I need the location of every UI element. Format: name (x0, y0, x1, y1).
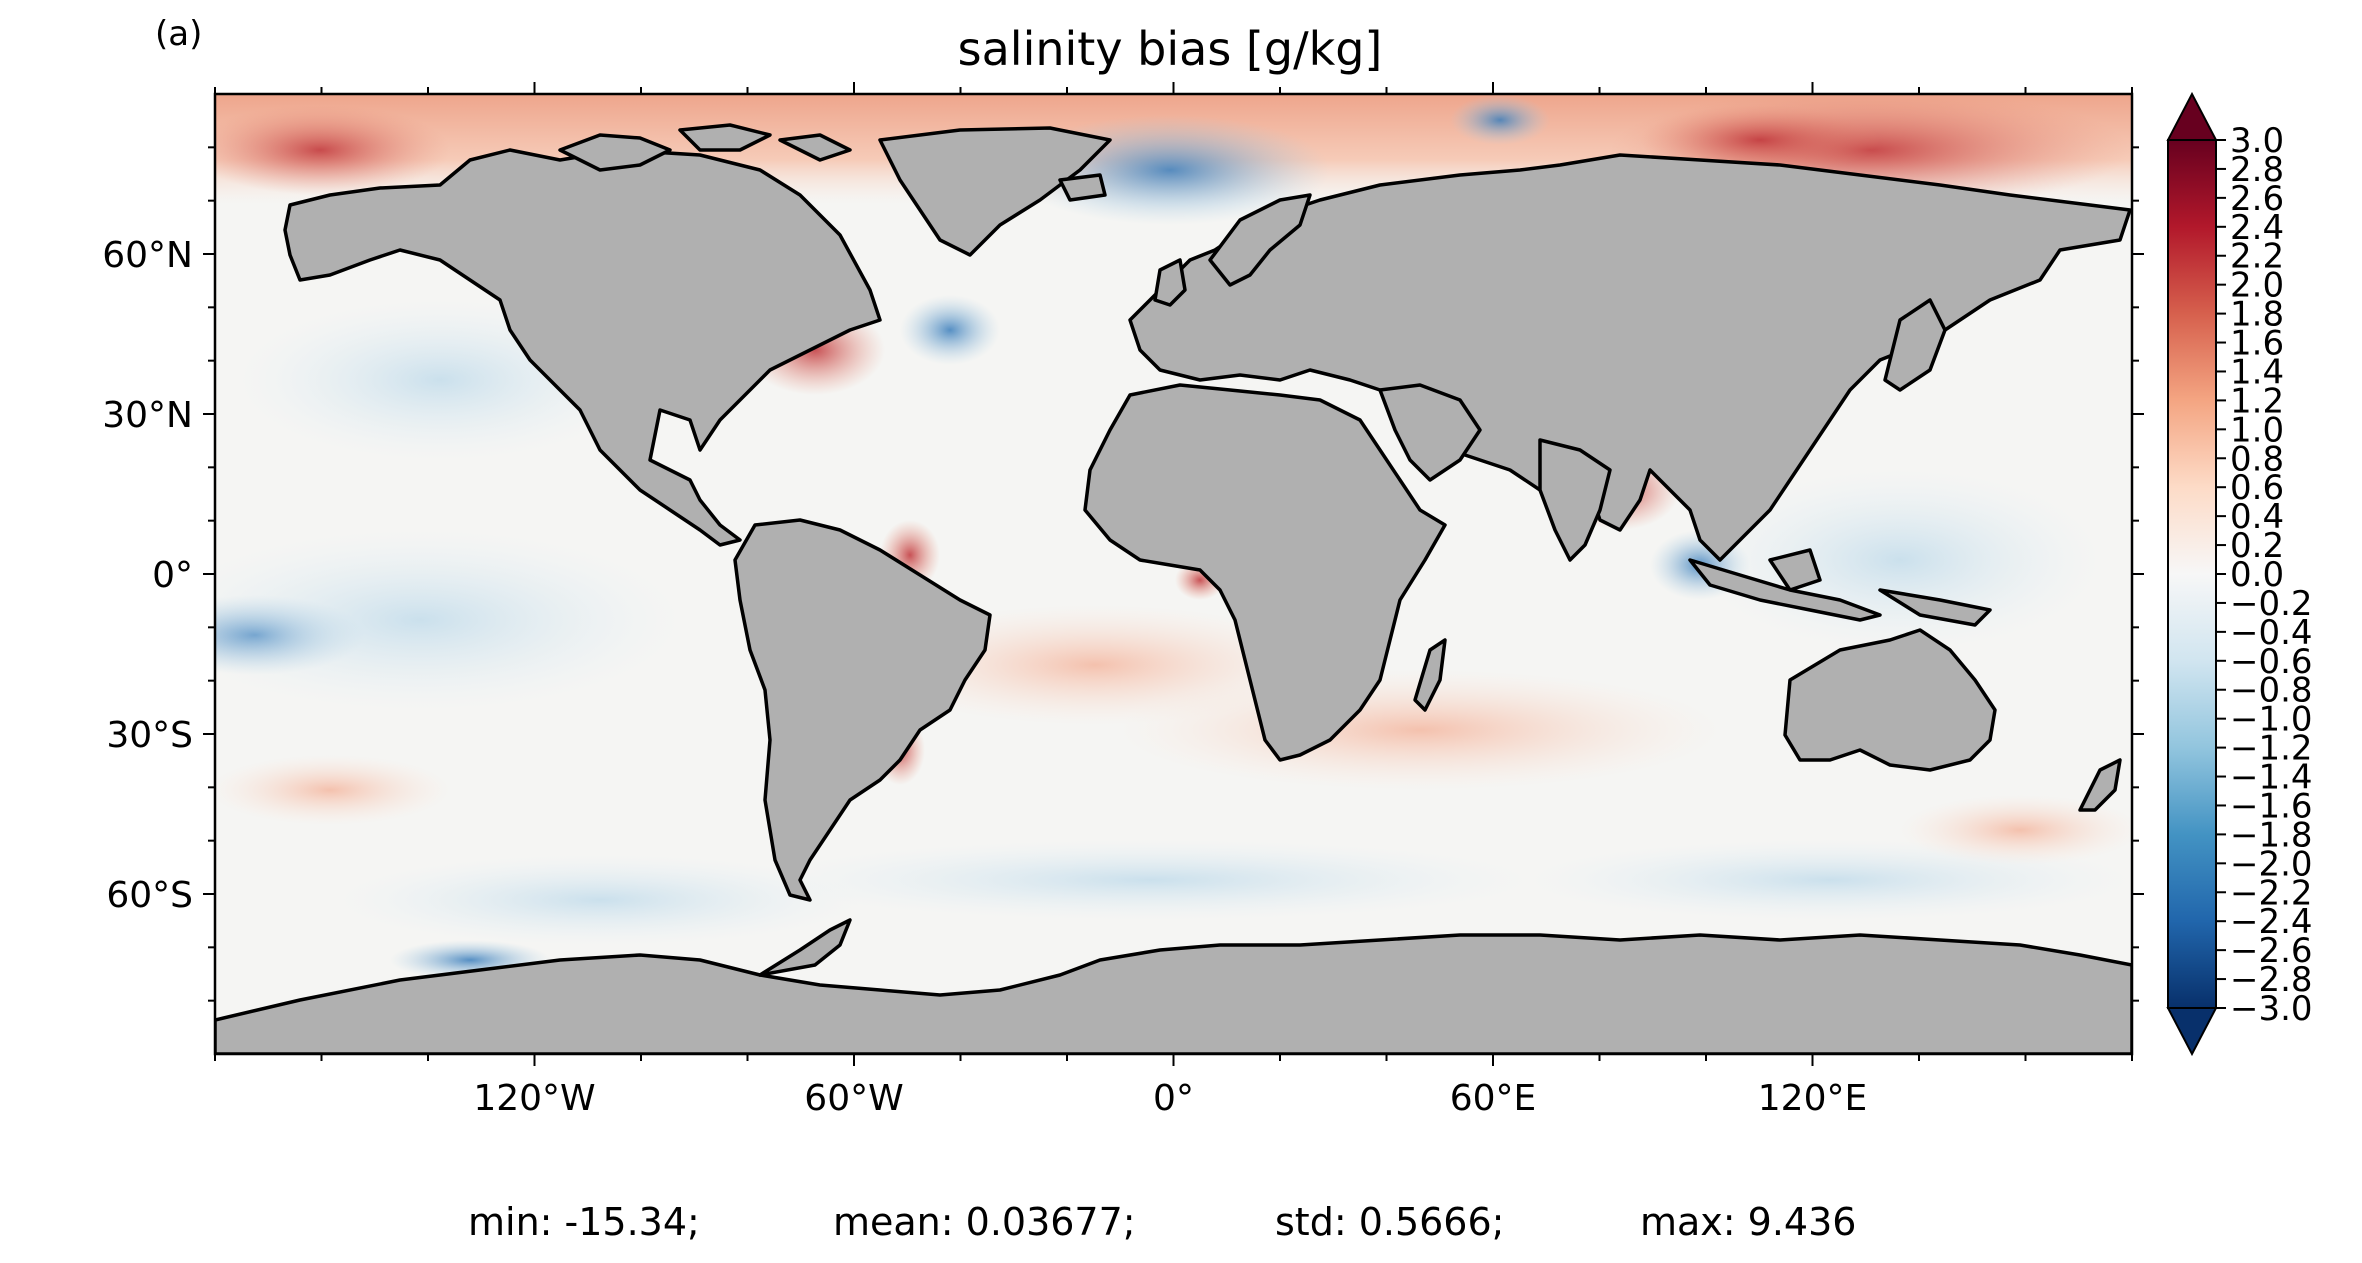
colorbar-max-extension (2166, 91, 2218, 141)
india (1538, 438, 1612, 562)
colorbar-tick-label: 0.2 (2230, 526, 2284, 566)
colorbar-tick-label: −2.4 (2230, 902, 2313, 942)
colorbar-tick-label: −3.0 (2230, 989, 2313, 1029)
colorbar-tick-label: −0.2 (2230, 584, 2313, 624)
colorbar-tick-label: −1.2 (2230, 729, 2313, 769)
antarctic-peninsula (758, 918, 852, 977)
colorbar-tick-label: −1.0 (2230, 700, 2313, 740)
new-zealand (2078, 758, 2122, 812)
map-title-text: salinity bias [g/kg] (957, 22, 1383, 76)
colorbar-tick-label: 2.6 (2230, 179, 2284, 219)
colorbar-tick-label: 0.4 (2230, 497, 2284, 537)
colorbar-body (2167, 139, 2217, 1009)
lat-tick-label: 60°S (106, 875, 193, 916)
lon-tick-label: 120°E (1758, 1078, 1867, 1119)
colorbar-tick-label: −1.4 (2230, 758, 2313, 798)
lat-tick-label: 60°N (102, 235, 193, 276)
antarctica (215, 933, 2132, 1054)
lon-tick-label: 120°W (473, 1078, 595, 1119)
lat-tick-label: 30°S (106, 715, 193, 756)
colorbar-tick-label: 1.8 (2230, 295, 2284, 335)
colorbar-tick-label: 2.4 (2230, 208, 2284, 248)
colorbar-tick-label: 0.8 (2230, 439, 2284, 479)
colorbar-tick-label: 1.4 (2230, 352, 2284, 392)
eurasia (1128, 153, 2132, 562)
indonesia (1688, 548, 1992, 627)
colorbar-tick-label: −2.0 (2230, 844, 2313, 884)
colorbar-tick-label: −0.8 (2230, 671, 2313, 711)
panel-label: (a) (155, 14, 203, 54)
colorbar-tick-label: −1.8 (2230, 815, 2313, 855)
colorbar-tick-label: 2.8 (2230, 150, 2284, 190)
colorbar-tick-label: 2.0 (2230, 266, 2284, 306)
colorbar-tick-label: −2.8 (2230, 960, 2313, 1000)
colorbar-tick-label: 0.0 (2230, 555, 2284, 595)
greenland (878, 126, 1112, 257)
lat-tick-label: 30°N (102, 395, 193, 436)
north-america (283, 148, 882, 547)
british-isles (1058, 173, 1187, 307)
japan (1883, 298, 1947, 392)
colorbar: 3.02.82.62.42.22.01.81.61.41.21.00.80.60… (2166, 91, 2313, 1057)
madagascar (1413, 638, 1447, 712)
colorbar-min-extension (2166, 1007, 2218, 1057)
colorbar-tick-label: −0.4 (2230, 613, 2313, 653)
colorbar-tick-label: −2.6 (2230, 931, 2313, 971)
stat-min: min: -15.34; (468, 1200, 700, 1244)
colorbar-ticks: 3.02.82.62.42.22.01.81.61.41.21.00.80.60… (2216, 121, 2313, 1029)
colorbar-tick-label: 1.2 (2230, 381, 2284, 421)
colorbar-tick-label: 1.0 (2230, 410, 2284, 450)
colorbar-tick-label: −2.2 (2230, 873, 2313, 913)
colorbar-tick-label: −0.6 (2230, 642, 2313, 682)
latitude-axis: 60°N 30°N 0° 30°S 60°S (102, 146, 2144, 1002)
longitude-axis: 120°W 60°W 0° 60°E 120°E (214, 82, 2133, 1119)
arabia (1378, 383, 1482, 482)
lon-tick-label: 0° (1153, 1078, 1194, 1119)
stat-max: max: 9.436 (1640, 1200, 1857, 1244)
stat-mean: mean: 0.03677; (833, 1200, 1136, 1244)
australia (1783, 628, 1997, 772)
scandinavia (1208, 193, 1312, 287)
canadian-islands (558, 123, 852, 172)
lat-tick-label: 0° (152, 555, 193, 596)
world-map (215, 94, 2132, 1054)
lon-tick-label: 60°E (1450, 1078, 1537, 1119)
land-masses (215, 123, 2132, 1054)
colorbar-tick-label: −1.6 (2230, 786, 2313, 826)
stat-std: std: 0.5666; (1275, 1200, 1505, 1244)
south-america (733, 518, 992, 902)
lon-tick-label: 60°W (804, 1078, 903, 1119)
colorbar-tick-label: 0.6 (2230, 468, 2284, 508)
colorbar-tick-label: 3.0 (2230, 121, 2284, 161)
colorbar-tick-label: 1.6 (2230, 324, 2284, 364)
africa (1083, 383, 1447, 762)
colorbar-tick-label: 2.2 (2230, 237, 2284, 277)
